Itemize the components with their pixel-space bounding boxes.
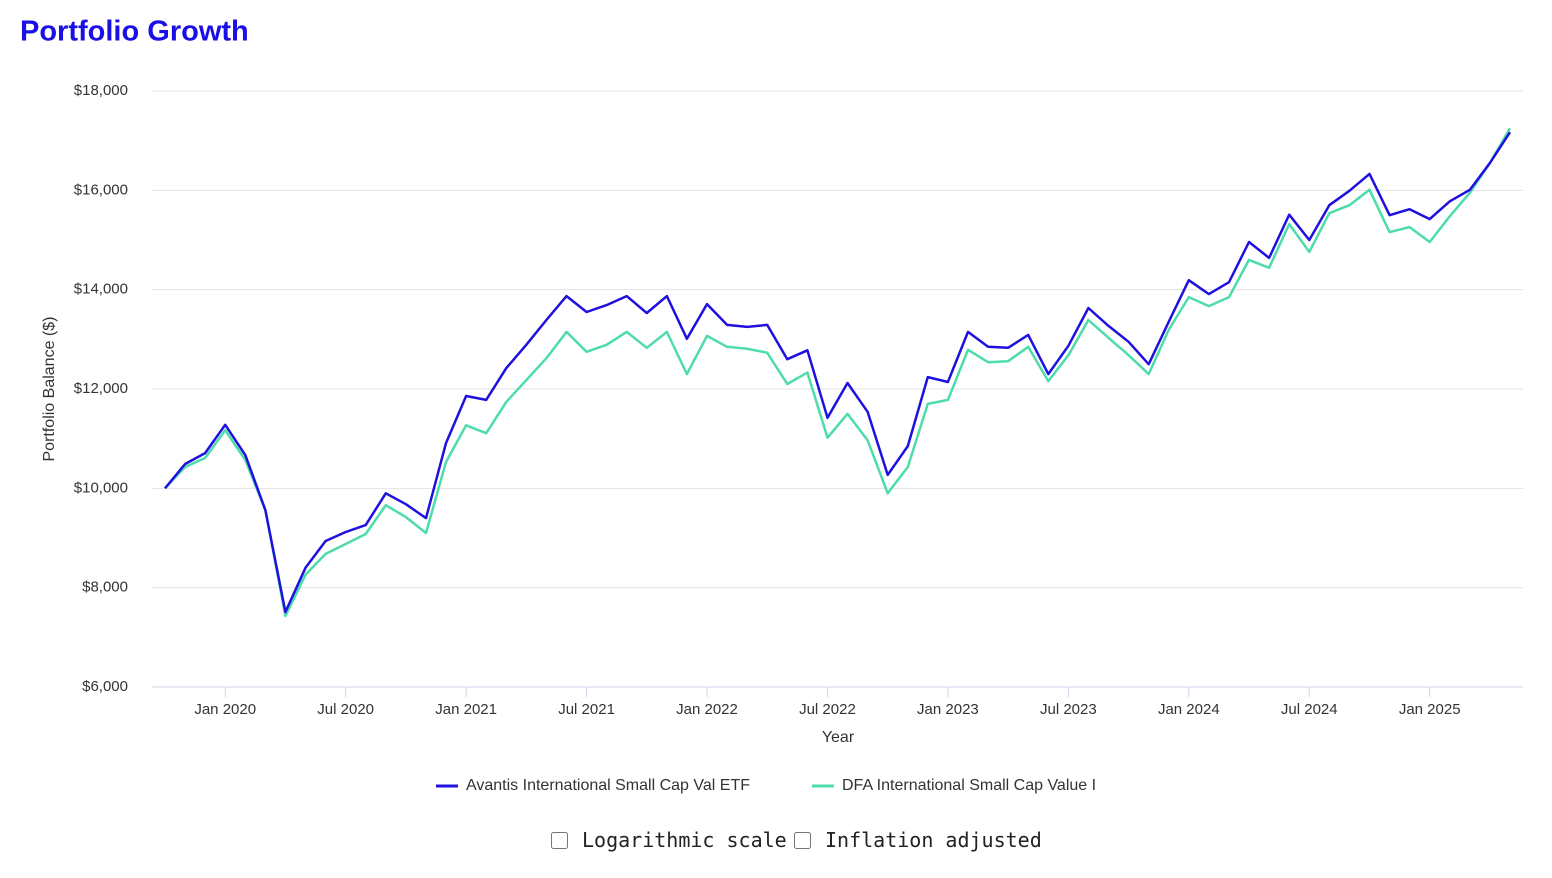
y-axis-title: Portfolio Balance ($) [41,317,58,462]
x-tick-label: Jan 2024 [1158,701,1220,718]
y-tick-label: $14,000 [74,281,128,298]
x-tick-label: Jul 2020 [317,701,374,718]
x-tick-label: Jul 2022 [799,701,856,718]
legend-label: DFA International Small Cap Value I [842,777,1096,794]
x-tick-label: Jan 2020 [194,701,256,718]
x-axis-title: Year [822,729,855,746]
inflation-toggle[interactable]: Inflation adjusted [794,826,1042,854]
x-tick-label: Jul 2024 [1281,701,1338,718]
checkbox[interactable] [551,831,568,849]
y-tick-label: $6,000 [82,678,128,695]
x-tick-label: Jan 2025 [1399,701,1461,718]
y-tick-label: $8,000 [82,579,128,596]
series-line [164,131,1512,614]
y-tick-label: $10,000 [74,479,128,496]
log-scale-toggle[interactable]: Logarithmic scale [551,826,787,854]
control-label: Logarithmic scale [582,828,787,852]
y-tick-label: $18,000 [74,82,128,99]
control-label: Inflation adjusted [825,828,1042,852]
x-tick-label: Jul 2021 [558,701,615,718]
checkbox[interactable] [794,831,811,849]
x-tick-label: Jul 2023 [1040,701,1097,718]
chart: Portfolio Growth Year Portfolio Balance … [20,16,1523,794]
series-line [164,127,1512,618]
legend-label: Avantis International Small Cap Val ETF [466,777,750,794]
x-tick-label: Jan 2021 [435,701,497,718]
chart-title: Portfolio Growth [20,16,249,48]
x-tick-label: Jan 2023 [917,701,979,718]
y-tick-label: $16,000 [74,181,128,198]
y-tick-label: $12,000 [74,380,128,397]
x-tick-label: Jan 2022 [676,701,738,718]
